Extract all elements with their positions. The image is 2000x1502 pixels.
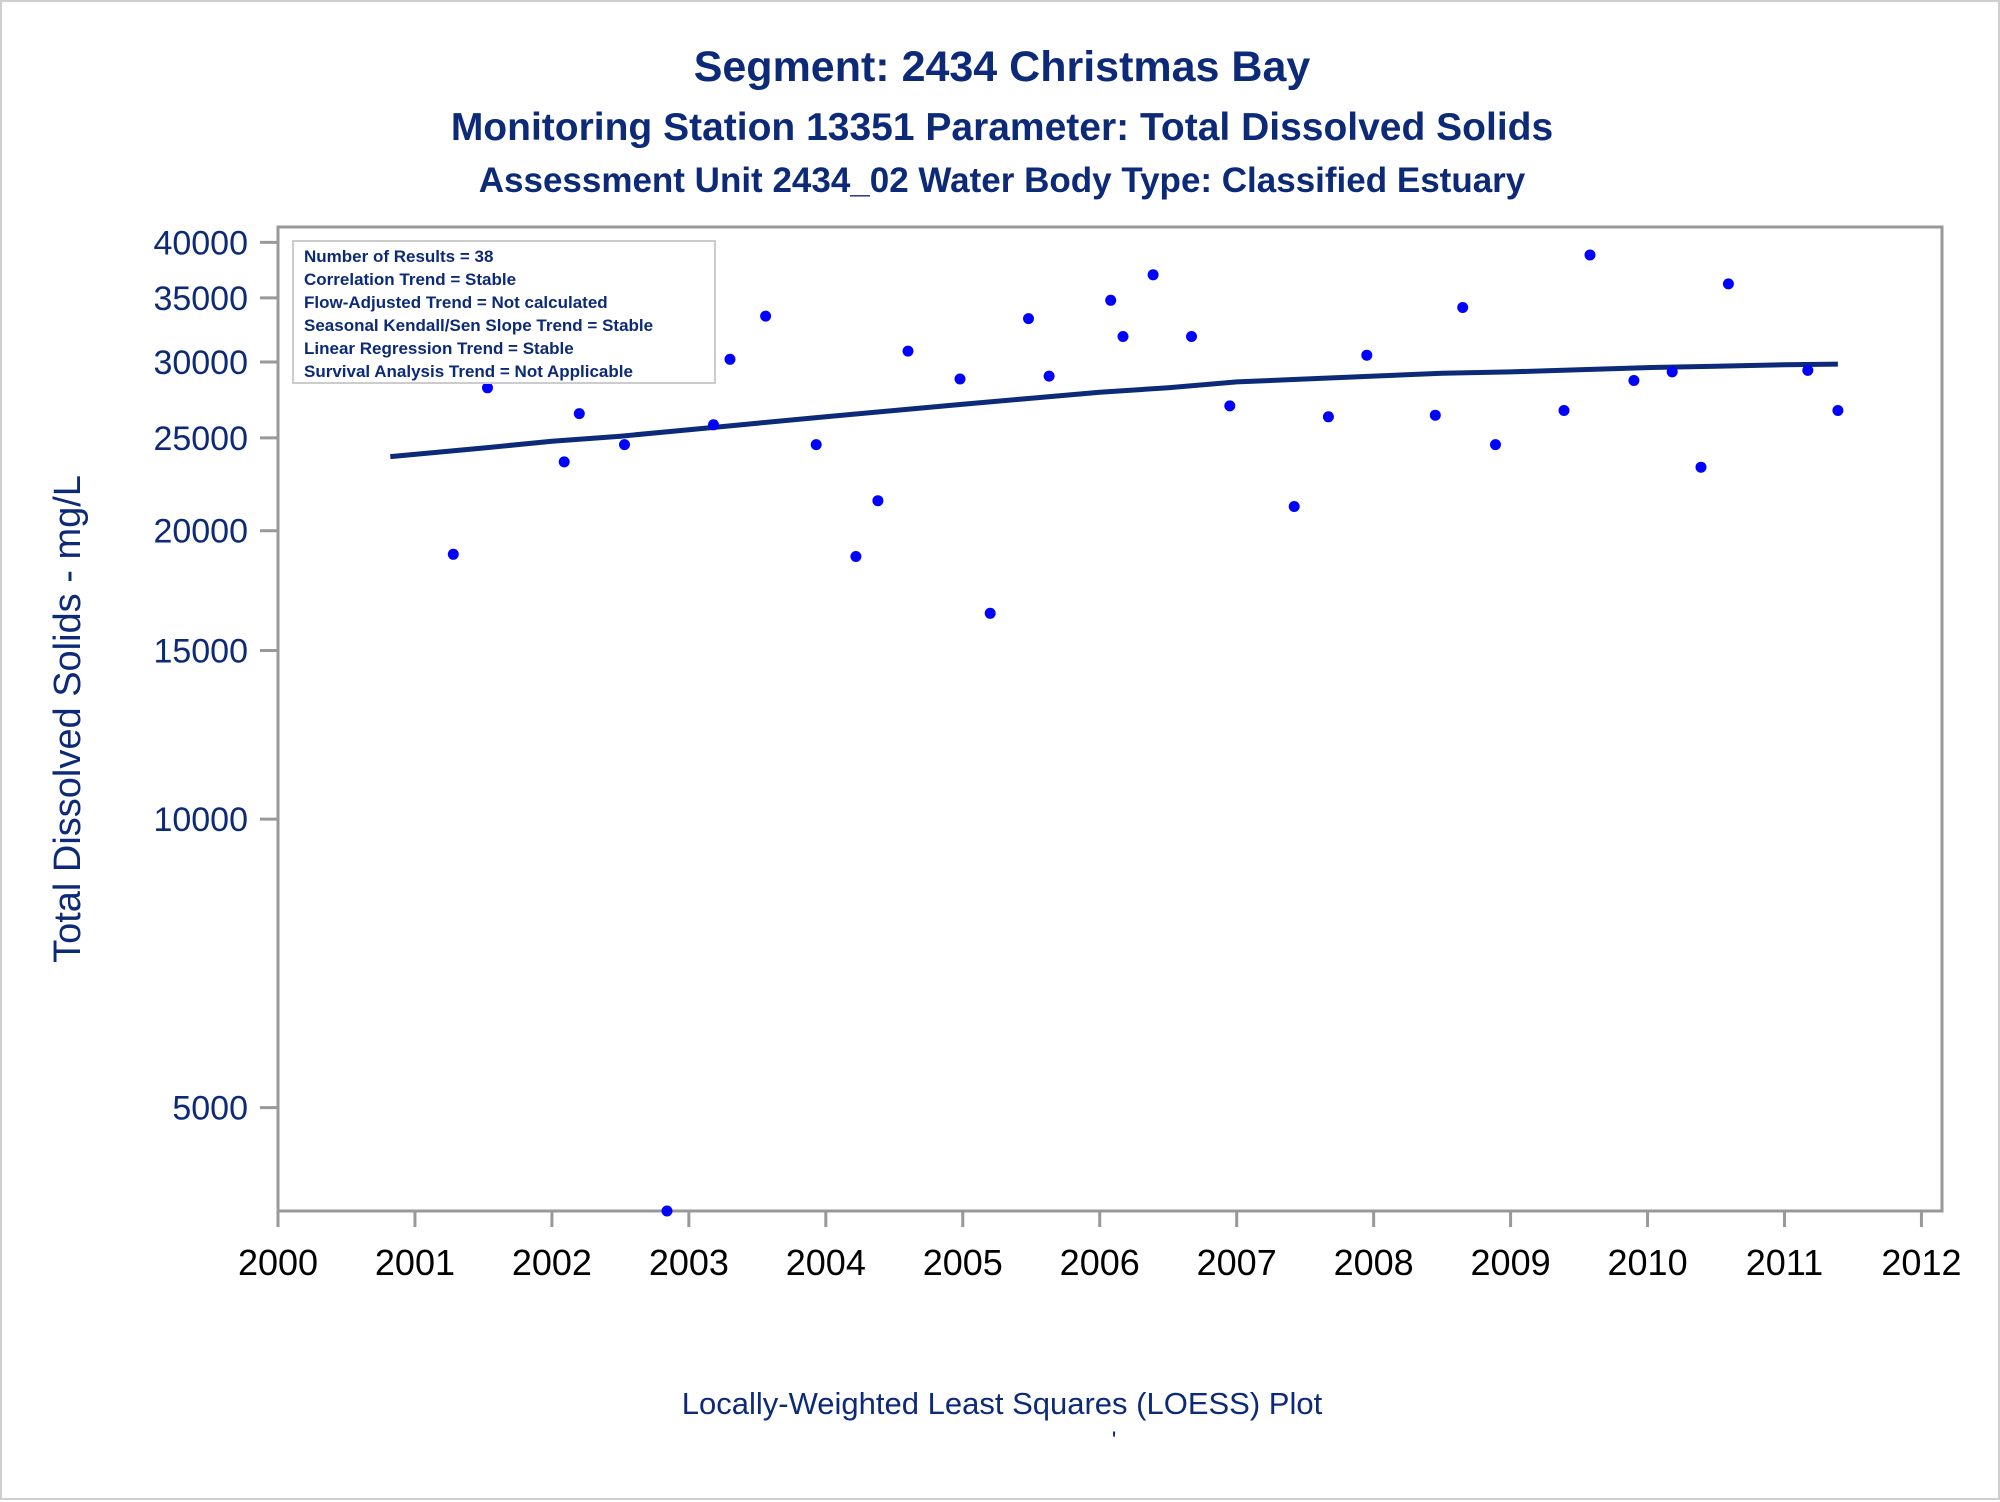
stats-line: Number of Results = 38 bbox=[304, 247, 493, 266]
y-tick-label: 20000 bbox=[153, 513, 248, 551]
x-tick-label: 2007 bbox=[1197, 1242, 1277, 1283]
x-tick-label: 2006 bbox=[1060, 1242, 1140, 1283]
data-point bbox=[1105, 294, 1117, 306]
data-point bbox=[810, 439, 822, 451]
data-point bbox=[447, 548, 459, 560]
data-point bbox=[1722, 278, 1734, 290]
series-layer bbox=[384, 249, 1844, 1217]
data-point bbox=[1429, 409, 1441, 421]
data-point bbox=[1361, 349, 1373, 361]
chart-subtitle-2: Assessment Unit 2434_02 Water Body Type:… bbox=[479, 161, 1526, 200]
y-tick-label: 30000 bbox=[153, 344, 248, 382]
stats-line: Survival Analysis Trend = Not Applicable bbox=[304, 362, 633, 381]
x-tick-label: 2000 bbox=[238, 1242, 318, 1283]
x-axis: 2000 2001 2002 2003 2004 2005 2006 2007 2008 2009… bbox=[238, 1211, 1962, 1283]
chart-subtitle: Monitoring Station 13351 Parameter: Tota… bbox=[451, 106, 1553, 149]
footnote: Locally-Weighted Least Squares (LOESS) P… bbox=[682, 1386, 1323, 1421]
y-tick-label: 25000 bbox=[153, 420, 248, 458]
data-point bbox=[1322, 411, 1334, 423]
data-point bbox=[661, 1205, 673, 1217]
x-tick-label: 2001 bbox=[375, 1242, 455, 1283]
data-point bbox=[760, 310, 772, 322]
data-point bbox=[1457, 302, 1469, 313]
footnote-mark: ' bbox=[1112, 1427, 1117, 1454]
data-point bbox=[902, 345, 914, 357]
y-tick-label: 5000 bbox=[172, 1090, 248, 1128]
data-point bbox=[1584, 249, 1596, 261]
data-point bbox=[1832, 405, 1844, 416]
x-tick-label: 2010 bbox=[1608, 1242, 1688, 1283]
plot-area bbox=[276, 225, 1944, 1213]
data-point bbox=[954, 373, 966, 385]
data-point bbox=[708, 419, 719, 431]
data-point bbox=[850, 551, 862, 562]
data-point bbox=[1558, 405, 1570, 416]
x-tick-label: 2011 bbox=[1746, 1242, 1823, 1283]
data-point bbox=[724, 353, 736, 365]
data-point bbox=[1288, 501, 1300, 512]
stats-line: Seasonal Kendall/Sen Slope Trend = Stabl… bbox=[304, 316, 653, 335]
x-tick-label: 2009 bbox=[1471, 1242, 1551, 1283]
x-tick-label: 2012 bbox=[1881, 1242, 1961, 1283]
x-tick-label: 2004 bbox=[786, 1242, 866, 1283]
y-tick-label: 40000 bbox=[153, 224, 248, 262]
y-tick-label: 35000 bbox=[153, 280, 248, 318]
stats-line: Linear Regression Trend = Stable bbox=[304, 339, 574, 358]
data-point bbox=[1147, 269, 1159, 281]
stats-box: Number of Results = 38 Correlation Trend … bbox=[292, 240, 716, 384]
x-tick-label: 2003 bbox=[649, 1242, 729, 1283]
x-tick-label: 2005 bbox=[923, 1242, 1003, 1283]
data-point bbox=[1666, 366, 1678, 378]
data-point bbox=[1117, 331, 1129, 342]
chart-title: Segment: 2434 Christmas Bay bbox=[694, 43, 1311, 91]
data-point bbox=[1695, 461, 1707, 473]
data-point bbox=[1802, 364, 1814, 376]
data-point bbox=[1490, 439, 1501, 451]
data-point bbox=[1628, 375, 1640, 386]
data-point bbox=[482, 382, 493, 394]
data-point bbox=[1186, 331, 1197, 342]
y-axis-label: Total Dissolved Solids - mg/L bbox=[47, 475, 89, 963]
y-tick-label: 10000 bbox=[153, 801, 248, 839]
data-point bbox=[1043, 370, 1055, 382]
data-point bbox=[1023, 313, 1034, 325]
data-point bbox=[558, 456, 570, 468]
stats-line: Flow-Adjusted Trend = Not calculated bbox=[304, 293, 608, 312]
y-axis: 5000 10000 15000 20000 25000 30000 35000 40000 bbox=[153, 224, 278, 1128]
stats-line: Correlation Trend = Stable bbox=[304, 270, 516, 289]
x-tick-label: 2002 bbox=[512, 1242, 592, 1283]
y-tick-label: 15000 bbox=[153, 632, 248, 670]
loess-trend-line bbox=[390, 361, 1838, 460]
x-tick-label: 2008 bbox=[1334, 1242, 1414, 1283]
data-point bbox=[573, 408, 585, 420]
stats-box-border bbox=[292, 240, 716, 384]
data-point bbox=[984, 607, 996, 619]
data-point bbox=[872, 495, 884, 507]
data-point bbox=[1224, 400, 1236, 412]
data-point bbox=[619, 439, 630, 451]
